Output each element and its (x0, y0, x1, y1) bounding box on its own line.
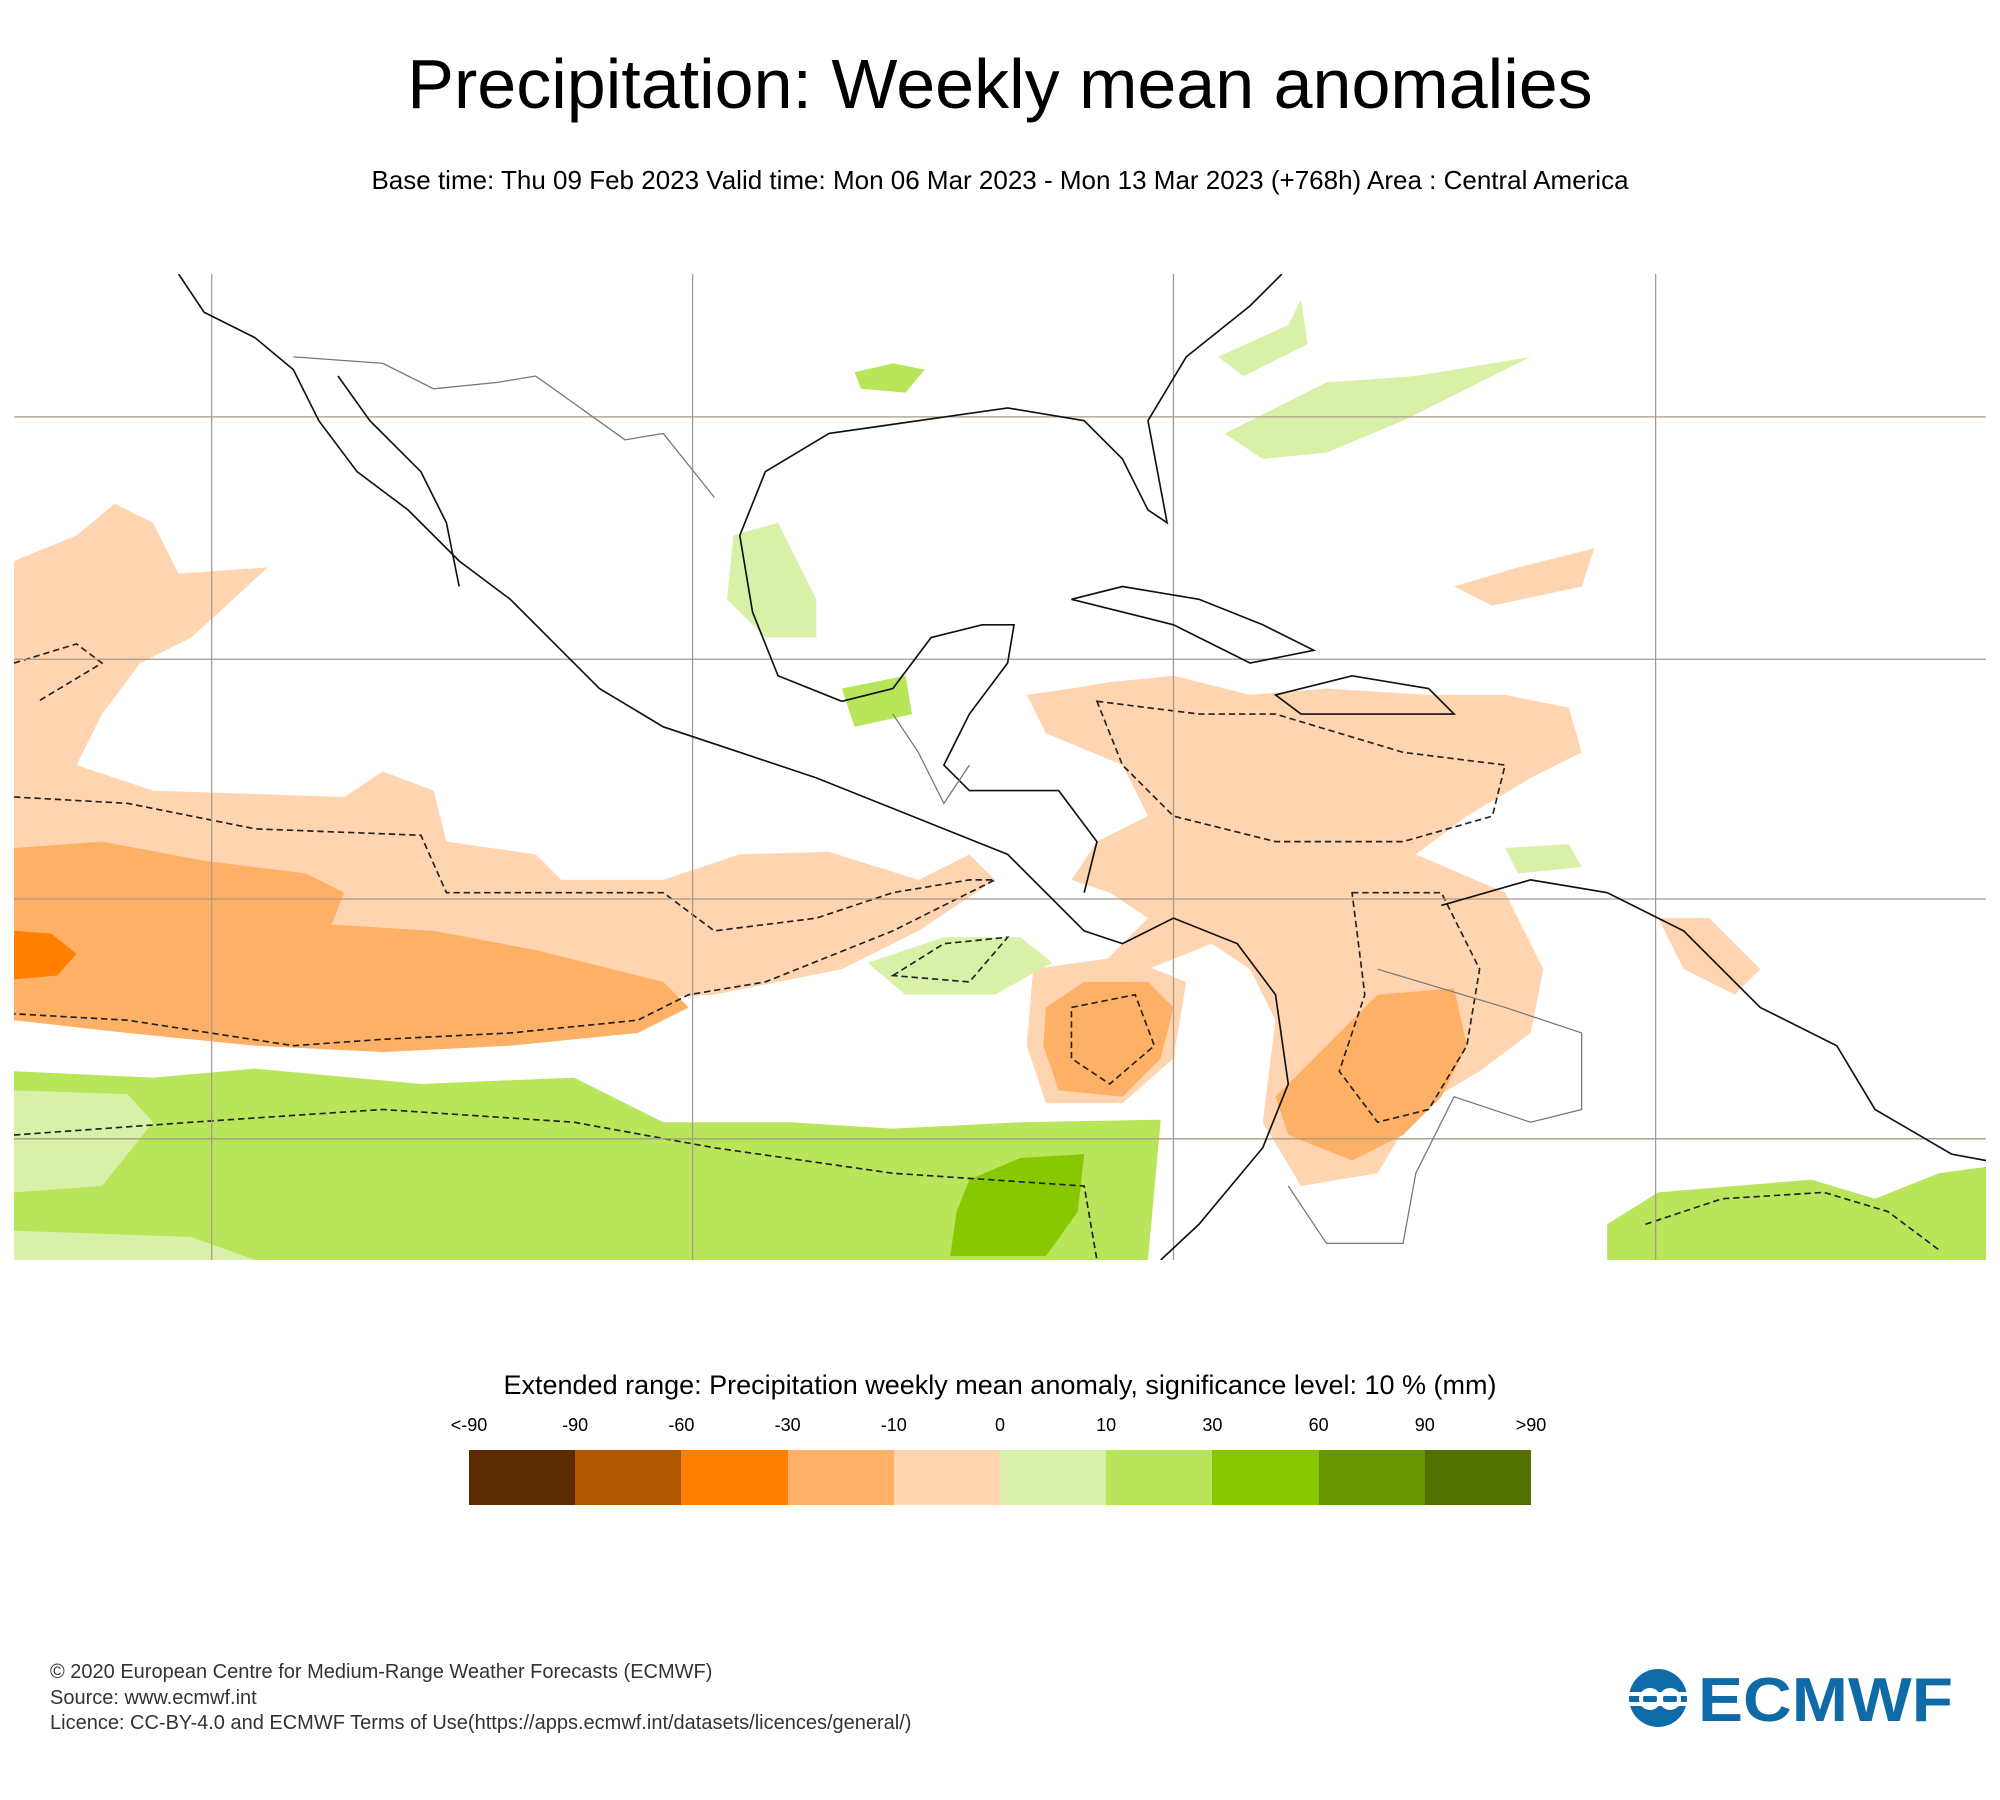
legend-label: -60 (668, 1415, 695, 1435)
wet-anomaly-region (1607, 1166, 1986, 1260)
wet-anomaly-region (841, 675, 912, 727)
copyright-text: © 2020 European Centre for Medium-Range … (50, 1661, 713, 1683)
legend-swatch (1000, 1450, 1107, 1505)
borders (293, 356, 1583, 1245)
legend-color-bar (469, 1450, 1532, 1505)
legend-swatch (575, 1450, 682, 1505)
moderate-dry-region (14, 841, 689, 1053)
coastlines (177, 274, 1986, 1260)
legend-swatch (681, 1450, 788, 1505)
legend-swatch (1212, 1450, 1319, 1505)
svg-text:ECMWF: ECMWF (1698, 1668, 1953, 1728)
slight-wet-strip (14, 1090, 154, 1193)
legend-label: 10 (1096, 1415, 1117, 1435)
licence-text: Licence: CC-BY-4.0 and ECMWF Terms of Us… (50, 1712, 912, 1734)
legend-swatch (469, 1450, 576, 1505)
wet-anomaly-region (727, 522, 817, 638)
wet-anomaly-region (854, 363, 925, 393)
graticule (14, 274, 1986, 1260)
moderate-dry-region (1275, 988, 1467, 1161)
legend-swatch (1424, 1450, 1532, 1505)
legend-label: 60 (1308, 1415, 1329, 1435)
legend-label: 0 (994, 1415, 1006, 1435)
legend-label: <-90 (450, 1415, 488, 1435)
legend-label: -10 (880, 1415, 907, 1435)
ecmwf-logo: ECMWF (1620, 1668, 1953, 1728)
slight-wet-strip (14, 1230, 256, 1260)
wet-anomaly-region (1224, 356, 1531, 459)
precipitation-anomaly-map (14, 274, 1986, 1260)
legend-swatch (787, 1450, 894, 1505)
legend-label: 90 (1414, 1415, 1435, 1435)
legend-labels: <-90 -90 -60 -30 -10 0 10 30 60 90 >90 (451, 1415, 1547, 1437)
page-title: Precipitation: Weekly mean anomalies (407, 45, 1593, 123)
legend-label: >90 (1515, 1415, 1547, 1435)
legend-label: 30 (1202, 1415, 1223, 1435)
wet-anomaly-region (1218, 299, 1308, 377)
legend-title: Extended range: Precipitation weekly mea… (503, 1370, 1497, 1400)
legend-label: -30 (774, 1415, 801, 1435)
source-text: Source: www.ecmwf.int (50, 1686, 257, 1709)
wet-anomaly-band (14, 1068, 1161, 1260)
ecmwf-logo-icon (1620, 1669, 1696, 1727)
dry-anomaly-region (1454, 548, 1595, 606)
legend-label: -90 (562, 1415, 589, 1435)
legend-swatch (1106, 1450, 1213, 1505)
wet-anomaly-region (1505, 844, 1582, 874)
map-subtitle: Base time: Thu 09 Feb 2023 Valid time: M… (371, 165, 1629, 195)
footer: © 2020 European Centre for Medium-Range … (50, 1660, 911, 1737)
legend-swatch (1318, 1450, 1425, 1505)
strong-dry-blob (14, 930, 77, 980)
significance-contours (14, 642, 1940, 1260)
legend-swatch (893, 1450, 1001, 1505)
wet-anomaly-region (867, 937, 1053, 995)
